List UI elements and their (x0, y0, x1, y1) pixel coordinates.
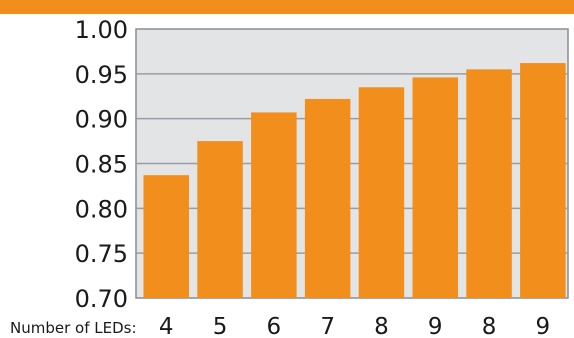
y-tick-label: 0.70 (75, 285, 128, 313)
y-tick-label: 0.95 (75, 61, 128, 89)
x-category-label: 5 (213, 314, 228, 338)
bar (412, 77, 458, 298)
bar (143, 175, 189, 298)
y-tick-label: 1.00 (75, 16, 128, 44)
x-category-label: 8 (482, 314, 497, 338)
bar (358, 87, 405, 299)
x-axis-category-labels: 4 5 6 7 8 9 8 9 (159, 314, 550, 338)
y-tick-label: 0.75 (75, 240, 128, 268)
bar (251, 112, 297, 298)
x-category-label: 4 (159, 314, 174, 338)
x-category-label: 9 (536, 314, 551, 338)
bar (304, 98, 351, 298)
top-accent-bar (0, 0, 574, 14)
y-tick-label: 0.80 (75, 195, 128, 223)
x-category-label: 8 (374, 314, 389, 338)
bar (197, 141, 243, 298)
x-category-label: 6 (267, 314, 282, 338)
bars (143, 63, 566, 299)
bar (466, 69, 512, 298)
y-tick-label: 0.85 (75, 151, 128, 179)
x-axis-label: Number of LEDs: (10, 319, 137, 337)
y-tick-label: 0.90 (75, 106, 128, 134)
bar (520, 63, 566, 298)
x-category-label: 7 (320, 314, 335, 338)
x-category-label: 9 (428, 314, 443, 338)
y-axis-tick-labels: 0.70 0.75 0.80 0.85 0.90 0.95 1.00 (75, 16, 128, 313)
